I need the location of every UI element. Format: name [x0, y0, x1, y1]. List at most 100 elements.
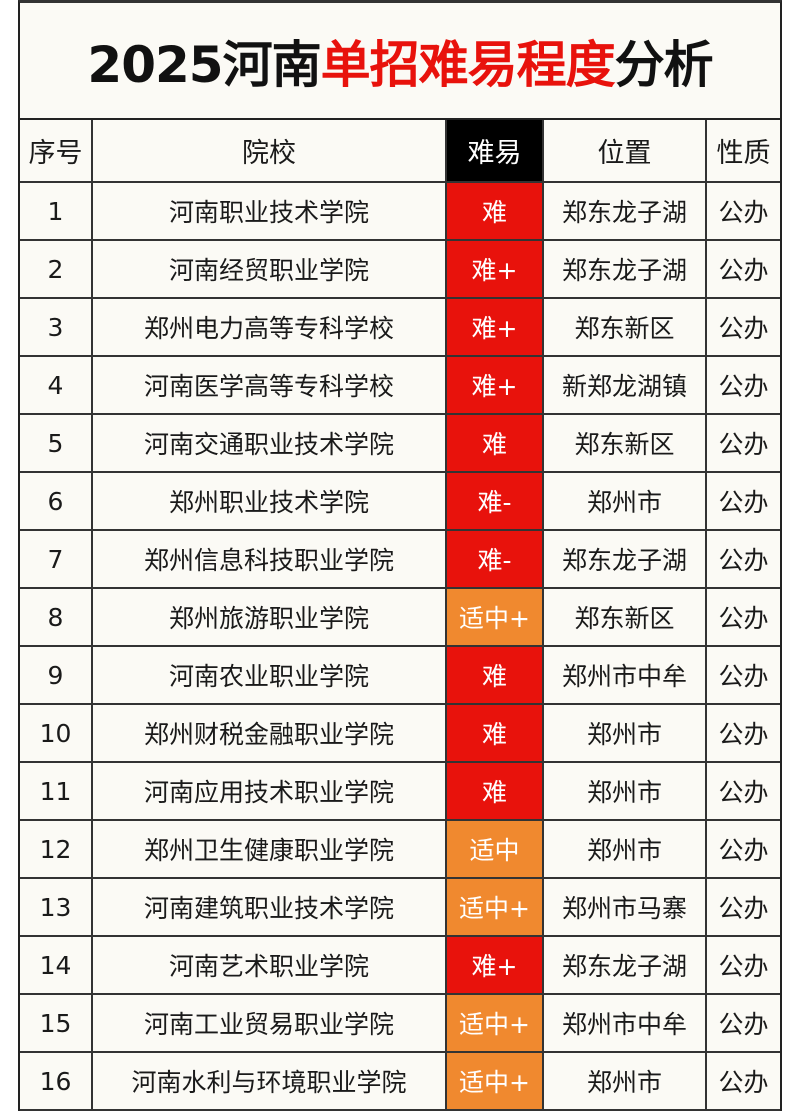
title-prefix: 2025河南 — [87, 35, 321, 94]
location: 郑州市 — [544, 763, 707, 819]
nature: 公办 — [718, 662, 769, 691]
row-number: 10 — [20, 705, 93, 761]
difficulty-badge: 难 — [447, 647, 544, 703]
nature: 公办 — [718, 1010, 769, 1039]
school-name: 郑州电力高等专科学校 — [93, 299, 447, 355]
location: 郑州市 — [544, 1053, 707, 1109]
location: 郑州市马寨 — [544, 879, 707, 935]
table-row: 6 郑州职业技术学院 难- 郑州市 公办 — [20, 473, 780, 531]
difficulty-badge: 适中 — [447, 821, 544, 877]
difficulty-badge: 难 — [447, 415, 544, 471]
school-name: 河南艺术职业学院 — [93, 937, 447, 993]
row-number: 16 — [20, 1053, 93, 1109]
header-location: 位置 — [544, 120, 707, 181]
table-row: 4 河南医学高等专科学校 难+ 新郑龙湖镇 公办 — [20, 357, 780, 415]
location: 郑东新区 — [544, 415, 707, 471]
page-title: 2025河南 单招难易程度 分析 — [20, 3, 780, 120]
nature: 公办 — [718, 372, 769, 401]
nature: 公办 — [718, 894, 769, 923]
row-number: 6 — [20, 473, 93, 529]
location: 郑州市中牟 — [544, 647, 707, 703]
table-body: 1 河南职业技术学院难郑东龙子湖 公办 2 河南经贸职业学院 难+ 郑东龙子湖 公办 3 郑州电力… — [20, 183, 780, 1111]
school-name: 河南建筑职业技术学院 — [93, 879, 447, 935]
table-row: 16 河南水利与环境职业学院 适中+ 郑州市 公办 — [20, 1053, 780, 1111]
table-row: 14 河南艺术职业学院 难+ 郑东龙子湖 公办 — [20, 937, 780, 995]
row-number: 7 — [20, 531, 93, 587]
difficulty-badge: 难 — [447, 763, 544, 819]
row-number: 2 — [20, 241, 93, 297]
difficulty-badge: 难 — [447, 705, 544, 761]
school-name: 河南农业职业学院 — [93, 647, 447, 703]
table-row: 1 河南职业技术学院难郑东龙子湖 公办 — [20, 183, 780, 241]
table-row: 8 郑州旅游职业学院 适中+ 郑东新区 公办 — [20, 589, 780, 647]
row-number: 5 — [20, 415, 93, 471]
table-row: 10 郑州财税金融职业学院难郑州市 公办 — [20, 705, 780, 763]
difficulty-badge: 难+ — [447, 937, 544, 993]
row-number: 12 — [20, 821, 93, 877]
school-name: 郑州旅游职业学院 — [93, 589, 447, 645]
table-row: 9 河南农业职业学院难郑州市中牟 公办 — [20, 647, 780, 705]
table-row: 15 河南工业贸易职业学院 适中+ 郑州市中牟 公办 — [20, 995, 780, 1053]
row-number: 13 — [20, 879, 93, 935]
row-number: 3 — [20, 299, 93, 355]
table-row: 7 郑州信息科技职业学院 难- 郑东龙子湖 公办 — [20, 531, 780, 589]
location: 郑东龙子湖 — [544, 531, 707, 587]
nature: 公办 — [718, 604, 769, 633]
location: 郑东龙子湖 — [544, 937, 707, 993]
school-name: 河南水利与环境职业学院 — [93, 1053, 447, 1109]
nature: 公办 — [718, 836, 769, 865]
location: 郑东新区 — [544, 589, 707, 645]
difficulty-badge: 适中+ — [447, 589, 544, 645]
row-number: 4 — [20, 357, 93, 413]
location: 郑州市 — [544, 821, 707, 877]
difficulty-table: 2025河南 单招难易程度 分析 序号 院校 难易 位置 性质 1 河南职业技术学院难… — [18, 0, 782, 1111]
header-school: 院校 — [93, 120, 447, 181]
nature: 公办 — [718, 952, 769, 981]
location: 郑东新区 — [544, 299, 707, 355]
difficulty-badge: 难 — [447, 183, 544, 239]
nature: 公办 — [718, 314, 769, 343]
nature: 公办 — [718, 256, 769, 285]
row-number: 1 — [20, 183, 93, 239]
difficulty-badge: 难+ — [447, 241, 544, 297]
title-suffix: 分析 — [614, 35, 714, 94]
difficulty-badge: 适中+ — [447, 879, 544, 935]
nature: 公办 — [718, 488, 769, 517]
location: 郑东龙子湖 — [544, 241, 707, 297]
school-name: 河南职业技术学院 — [93, 183, 447, 239]
title-highlight: 单招难易程度 — [320, 35, 616, 94]
difficulty-badge: 难+ — [447, 357, 544, 413]
difficulty-badge: 难- — [447, 531, 544, 587]
row-number: 9 — [20, 647, 93, 703]
nature: 公办 — [718, 720, 769, 749]
school-name: 河南医学高等专科学校 — [93, 357, 447, 413]
nature: 公办 — [718, 430, 769, 459]
school-name: 郑州卫生健康职业学院 — [93, 821, 447, 877]
location: 郑州市中牟 — [544, 995, 707, 1051]
row-number: 11 — [20, 763, 93, 819]
location: 郑州市 — [544, 473, 707, 529]
table-row: 12 郑州卫生健康职业学院 适中 郑州市 公办 — [20, 821, 780, 879]
table-row: 13 河南建筑职业技术学院 适中+ 郑州市马寨 公办 — [20, 879, 780, 937]
header-no: 序号 — [20, 120, 93, 181]
table-header: 序号 院校 难易 位置 性质 — [20, 120, 780, 183]
nature: 公办 — [718, 198, 769, 227]
difficulty-badge: 适中+ — [447, 995, 544, 1051]
table-row: 5 河南交通职业技术学院难郑东新区 公办 — [20, 415, 780, 473]
difficulty-badge: 适中+ — [447, 1053, 544, 1109]
school-name: 河南应用技术职业学院 — [93, 763, 447, 819]
difficulty-badge: 难- — [447, 473, 544, 529]
school-name: 郑州信息科技职业学院 — [93, 531, 447, 587]
row-number: 14 — [20, 937, 93, 993]
header-difficulty: 难易 — [447, 120, 544, 181]
header-nature: 性质 — [716, 138, 771, 169]
school-name: 河南经贸职业学院 — [93, 241, 447, 297]
difficulty-badge: 难+ — [447, 299, 544, 355]
nature: 公办 — [718, 778, 769, 807]
school-name: 河南工业贸易职业学院 — [93, 995, 447, 1051]
row-number: 8 — [20, 589, 93, 645]
location: 新郑龙湖镇 — [544, 357, 707, 413]
table-row: 11 河南应用技术职业学院难郑州市 公办 — [20, 763, 780, 821]
nature: 公办 — [718, 1068, 769, 1097]
school-name: 郑州财税金融职业学院 — [93, 705, 447, 761]
